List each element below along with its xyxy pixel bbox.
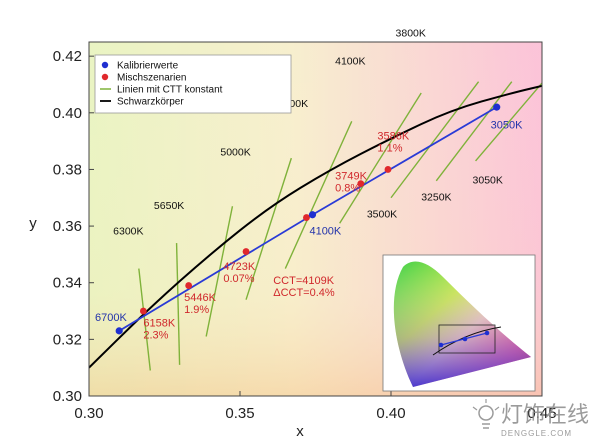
x-tick-label: 0.45 (527, 405, 556, 422)
isotherm-line (138, 268, 152, 371)
mix-point (357, 180, 365, 188)
y-tick-label: 0.38 (53, 161, 82, 178)
annotation-label: ΔCCT=0.4% (273, 287, 335, 299)
labels-layer: 6300K5650K5000K4500K4100K3800K3500K3250K… (95, 27, 523, 341)
isotherm-label: 3800K (396, 27, 426, 39)
x-tick-label: 0.35 (225, 405, 254, 422)
legend-label-isotherm: Linien mit CTT konstant (117, 85, 223, 96)
inset-point (438, 342, 444, 348)
inset-gamut-shade (393, 261, 531, 387)
y-tick-label: 0.36 (53, 218, 82, 235)
isotherm-line (339, 92, 422, 224)
isotherm-label: 3050K (473, 175, 503, 187)
calibration-point (308, 211, 317, 219)
annotation-label: 0.8% (335, 182, 360, 194)
isotherm-line (435, 81, 513, 182)
inset-zoom-box (438, 324, 496, 354)
legend: Kalibrierwerte Mischszenarien Linien mit… (94, 54, 292, 114)
isotherm-label: 4100K (335, 56, 365, 68)
watermark-subtext: DENGGLE.COM (501, 429, 572, 438)
mix-point (139, 307, 147, 315)
plot-frame (88, 41, 543, 397)
annotation-label: 1.1% (377, 143, 402, 155)
isotherm-label: 3250K (421, 192, 451, 204)
inset-point (484, 330, 490, 336)
calibration-point (493, 103, 501, 111)
watermark: 灯饰在线 DENGGLE.COM (472, 399, 589, 438)
mix-point (185, 282, 193, 289)
legend-label-calibration: Kalibrierwerte (117, 61, 179, 72)
annotation-label: 0.07% (223, 273, 254, 285)
annotation-label: 5446K (184, 292, 216, 304)
x-tick-label: 0.30 (74, 405, 103, 422)
annotation-label: CCT=4109K (273, 275, 335, 287)
annotation-label: 4100K (309, 226, 341, 238)
y-tick-label: 0.40 (53, 105, 82, 122)
calibration-point (115, 327, 123, 335)
isotherm-line (284, 121, 353, 269)
isotherm-label: 3500K (367, 209, 397, 221)
legend-marker-mix (101, 73, 109, 81)
annotation-label: 3050K (491, 119, 523, 131)
mix-point (242, 248, 250, 255)
y-tick-label: 0.42 (53, 48, 82, 65)
annotation-label: 3586K (377, 131, 409, 143)
mix-point (384, 166, 392, 173)
isotherm-line (245, 157, 293, 300)
inset-point (462, 336, 468, 342)
isotherm-line (475, 81, 542, 162)
y-tick-label: 0.32 (53, 331, 82, 348)
annotation-label: 6158K (143, 318, 175, 330)
annotation-label: 2.3% (143, 330, 168, 342)
x-tick-label: 0.40 (376, 405, 405, 422)
y-tick-label: 0.34 (53, 275, 82, 292)
annotation-label: 3749K (335, 170, 367, 182)
annotation-label: 4723K (223, 261, 255, 273)
annotation-label: 6700K (95, 312, 127, 324)
legend-box (94, 54, 292, 114)
y-axis-label: y (29, 215, 37, 232)
legend-label-mix: Mischszenarien (117, 73, 186, 84)
y-tick-label: 0.30 (53, 388, 82, 405)
cie-inset-diagram (382, 254, 536, 392)
isotherm-label: 5650K (154, 200, 184, 212)
isotherm-line (390, 81, 480, 199)
legend-label-planckian: Schwarzkörper (117, 97, 184, 108)
isotherm-line (175, 243, 181, 365)
bulb-icon (472, 399, 500, 429)
watermark-text: 灯饰在线 (501, 402, 589, 427)
x-axis-label: x (296, 423, 304, 440)
isotherm-label: 6300K (113, 226, 143, 238)
legend-marker-calibration (101, 61, 109, 69)
mix-point (303, 214, 310, 221)
isotherm-label: 5000K (220, 146, 250, 158)
axes-layer: x y 0.30 0.35 0.40 0.45 0.30 0.32 0.34 0.36 0.38… (29, 48, 556, 440)
annotation-label: 1.9% (184, 304, 209, 316)
points-layer (115, 103, 501, 335)
